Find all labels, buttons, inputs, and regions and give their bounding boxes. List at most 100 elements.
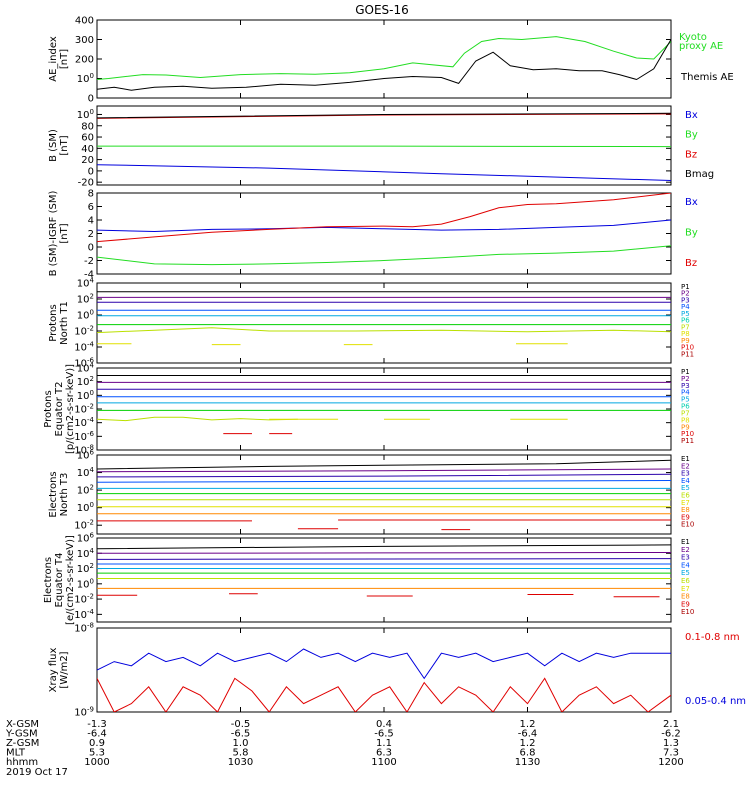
y-tick-label: 10-4 [74,341,94,354]
y-axis-label: AE_index[nT] [48,36,70,82]
legend-item: P10 [681,430,694,438]
legend-item: Kyoto [679,32,707,43]
legend-item: P2 [681,290,690,298]
orbit-value: -6.5 [374,729,394,740]
legend-item: P11 [681,350,694,358]
legend-item: E3 [681,470,690,478]
y-axis-label: ElectronsNorth T3 [48,471,70,517]
series-line-e4 [97,480,671,483]
orbit-value: 1030 [228,757,253,768]
legend-item: E1 [681,538,690,546]
orbit-value: -1.3 [87,719,107,730]
y-tick-label: 10-4 [74,416,94,429]
legend-item: E4 [681,477,690,485]
y-tick-label: 102 [77,484,94,497]
series-line-0-05-0-4-nm [97,648,671,680]
legend-item: By [685,228,698,239]
panel-frame [96,192,672,275]
y-tick-label: 0 [88,166,94,177]
orbit-value: 0.9 [89,738,105,749]
series-group [97,648,671,712]
series-line-e3 [97,473,671,478]
series-group [97,291,671,346]
series-group [97,193,671,266]
legend-item: P3 [681,382,690,390]
panel-frame [96,537,672,623]
legend-item: P9 [681,337,690,345]
orbit-row-label: Z-GSM [6,738,39,749]
orbit-value: -6.4 [518,729,538,740]
legend-item: P8 [681,416,690,424]
date-label: 2019 Oct 17 [6,767,68,778]
panel-pequator: 10-810-610-410-2100102104ProtonsEquator … [43,362,694,457]
y-axis-label: ProtonsEquator T2[p/(cm2-s-sr-keV)] [43,364,76,454]
panel-frame [96,627,672,713]
y-tick-label: 10-2 [74,325,94,338]
series-line-e2 [97,468,671,473]
series-line-e1 [97,459,671,470]
orbit-value: -0.5 [231,719,251,730]
orbit-row-label: MLT [6,748,26,759]
y-tick-label: 80 [81,121,94,132]
legend-item: P7 [681,323,690,331]
orbit-value: 1.2 [520,738,536,749]
orbit-value: 1.2 [520,719,536,730]
legend-item: E7 [681,499,690,507]
legend-item: By [685,130,698,141]
legend-item: P1 [681,368,690,376]
series-line-0-1-0-8-nm [97,677,671,712]
series-line-e3 [97,558,671,560]
legend-item: P3 [681,296,690,304]
series-line-bmag [97,112,671,119]
panel-pnorth: 10-6 10-4 10-2 100 102 104 ProtonsNorth T1 P1P2… [48,277,694,370]
series-group [97,459,671,531]
orbit-value: 1.1 [376,738,392,749]
orbit-value: -6.2 [661,729,681,740]
y-tick-label: 102 [77,562,94,575]
y-tick-label: 100 [77,108,94,121]
orbit-value: 2.1 [663,719,679,730]
orbit-value: 5.3 [89,748,105,759]
orbit-value: 1100 [371,757,396,768]
legend-item: E8 [681,506,690,514]
panel-frame [96,367,672,451]
legend-item: P10 [681,344,694,352]
legend-item: E2 [681,546,690,554]
y-tick-label: 106 [77,449,95,462]
legend-item: P6 [681,317,690,325]
legend-item: E3 [681,554,690,562]
y-tick-label: 10-9 [74,706,94,719]
series-group [97,36,671,91]
legend-item: P7 [681,409,690,417]
y-tick-label: 8 [88,189,94,200]
legend-item: P2 [681,375,690,383]
y-tick-label: 300 [75,35,94,46]
legend-item: E9 [681,600,690,608]
orbit-value: 1000 [84,757,109,768]
y-tick-label: 100 [77,389,94,402]
y-tick-label: 100 [77,72,94,85]
orbit-value: 6.3 [376,748,392,759]
series-line-by [97,145,671,148]
y-tick-label: 10-4 [74,608,94,621]
orbit-value: 7.3 [663,748,679,759]
orbit-row-label: X-GSM [6,719,39,730]
y-tick-label: 104 [77,547,95,560]
series-line-e1 [97,544,671,550]
orbit-table: X-GSM -1.3 -0.5 0.4 1.2 2.1 Y-GSM -6.4 -6.5 -6.5 -… [5,719,684,768]
y-tick-label: 400 [75,16,94,27]
y-tick-label: 2 [88,229,94,240]
orbit-value: 1130 [515,757,540,768]
legend-item: E2 [681,462,690,470]
y-tick-label: 10-2 [74,403,94,416]
y-tick-label: 0 [88,243,94,254]
legend-item: proxy AE [679,41,723,52]
legend-item: E4 [681,561,690,569]
